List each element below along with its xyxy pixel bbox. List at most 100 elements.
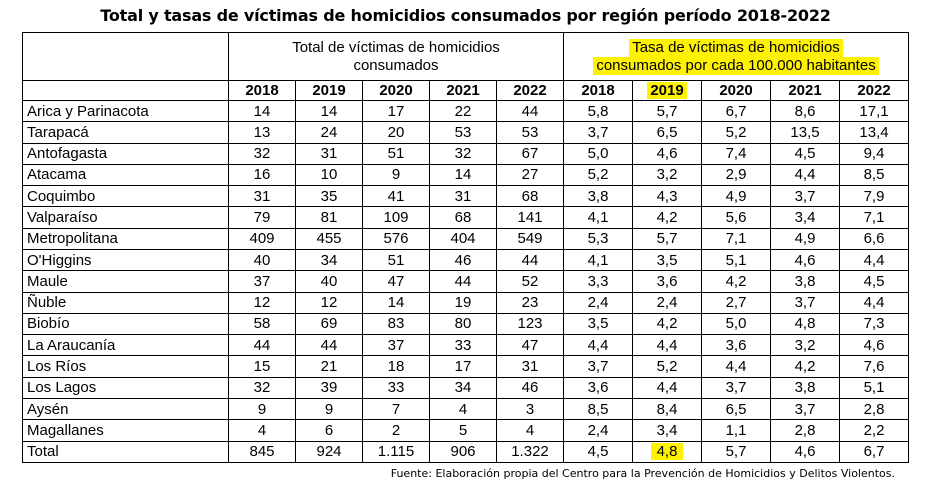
totals-year-header: 2022	[496, 80, 564, 101]
table-row: Biobío 58 69 83 80 123 3,5 4,2 5,0 4,8 7,3	[22, 312, 910, 336]
rates-year-2019-label: 2019	[647, 82, 687, 99]
rate-cell: 17,1	[838, 99, 910, 123]
total-victims-cell: 27	[496, 163, 564, 187]
rate-cell: 4,4	[838, 291, 910, 314]
rate-cell: 6,5	[701, 397, 771, 421]
rate-cell: 5,2	[701, 121, 771, 144]
table-row: Metropolitana 409 455 576 404 549 5,3 5,7 7,1 4,9…	[22, 227, 910, 250]
rate-cell: 9,4	[838, 142, 910, 165]
rate-cell: 4,8	[770, 312, 840, 336]
rate-cell: 5,3	[563, 227, 633, 250]
total-victims-cell: 22	[429, 99, 497, 123]
rate-cell: 7,6	[838, 355, 910, 378]
rate-cell: 5,2	[563, 163, 633, 187]
total-victims-cell: 53	[429, 121, 497, 144]
total-victims-cell: 31	[496, 355, 564, 378]
rate-cell: 4,2	[770, 355, 840, 378]
table-row: O'Higgins 40 34 51 46 44 4,1 3,5 5,1 4,6 4,4	[22, 248, 910, 272]
total-victims-cell: 12	[295, 291, 363, 314]
region-name-cell: Valparaíso	[22, 206, 229, 229]
rate-cell: 5,1	[701, 248, 771, 272]
region-name-cell: Aysén	[22, 397, 229, 421]
total-victims-cell: 52	[496, 270, 564, 293]
total-victims-cell: 33	[429, 334, 497, 357]
rates-group-header-line-2: consumados por cada 100.000 habitantes	[593, 56, 879, 75]
rate-cell: 3,5	[632, 248, 702, 272]
total-victims-cell: 16	[228, 163, 296, 187]
rate-cell: 4,1	[563, 248, 633, 272]
total-victims-cell: 24	[295, 121, 363, 144]
total-victims-cell: 9	[362, 163, 430, 187]
region-name-cell: Atacama	[22, 163, 229, 187]
total-victims-cell: 34	[429, 376, 497, 399]
rate-cell: 4,4	[701, 355, 771, 378]
rates-group-header: Tasa de víctimas de homicidios consumado…	[562, 32, 910, 81]
rate-cell: 7,1	[701, 227, 771, 250]
rate-cell: 3,7	[770, 291, 840, 314]
region-name-cell: Los Lagos	[22, 376, 229, 399]
total-victims-cell: 21	[295, 355, 363, 378]
rate-cell: 4,1	[563, 206, 633, 229]
total-victims-cell: 79	[228, 206, 296, 229]
rate-cell: 8,5	[563, 397, 633, 421]
table-row: Total 845 924 1.115 906 1.322 4,5 4,8 5,7 4,6 6,7	[22, 440, 910, 463]
rate-cell: 13,5	[770, 121, 840, 144]
rate-cell: 3,3	[563, 270, 633, 293]
rate-cell: 3,7	[563, 355, 633, 378]
total-victims-cell: 32	[228, 142, 296, 165]
total-victims-cell: 18	[362, 355, 430, 378]
rate-cell: 2,2	[838, 419, 910, 442]
rate-cell: 2,8	[770, 419, 840, 442]
total-victims-cell: 83	[362, 312, 430, 336]
region-name-cell: Tarapacá	[22, 121, 229, 144]
rate-cell: 4,4	[632, 376, 702, 399]
total-victims-cell: 40	[295, 270, 363, 293]
total-victims-cell: 906	[429, 440, 497, 463]
region-header-cell	[22, 32, 229, 81]
total-victims-cell: 51	[362, 248, 430, 272]
table-row: Aysén 9 9 7 4 3 8,5 8,4 6,5 3,7 2,8	[22, 397, 910, 421]
rate-cell: 3,2	[770, 334, 840, 357]
rate-cell: 4,2	[632, 312, 702, 336]
rate-cell: 6,6	[838, 227, 910, 250]
region-name-cell: O'Higgins	[22, 248, 229, 272]
total-victims-cell: 2	[362, 419, 430, 442]
rates-year-header-highlighted: 2019	[632, 80, 702, 101]
rate-cell: 2,4	[563, 291, 633, 314]
total-victims-cell: 17	[362, 99, 430, 123]
rate-cell: 7,1	[838, 206, 910, 229]
table-row: Tarapacá 13 24 20 53 53 3,7 6,5 5,2 13,5 13,4	[22, 121, 910, 144]
total-victims-cell: 14	[228, 99, 296, 123]
rate-cell: 5,7	[632, 227, 702, 250]
table-year-header-row: 2018 2019 2020 2021 2022 2018 2019 2020 …	[22, 80, 910, 101]
rate-cell: 1,1	[701, 419, 771, 442]
total-victims-cell: 9	[295, 397, 363, 421]
rates-year-header: 2018	[563, 80, 633, 101]
rates-group-header-line-1: Tasa de víctimas de homicidios	[629, 38, 843, 57]
rate-cell: 2,8	[838, 397, 910, 421]
rate-cell: 4,6	[770, 248, 840, 272]
rate-cell: 3,7	[770, 185, 840, 208]
rate-cell: 2,4	[563, 419, 633, 442]
rate-cell: 4,6	[632, 142, 702, 165]
table-row: Atacama 16 10 9 14 27 5,2 3,2 2,9 4,4 8,5	[22, 163, 910, 187]
total-victims-cell: 5	[429, 419, 497, 442]
total-victims-cell: 1.322	[496, 440, 564, 463]
rate-cell: 4,9	[701, 185, 771, 208]
total-victims-cell: 19	[429, 291, 497, 314]
region-name-cell: Biobío	[22, 312, 229, 336]
totals-group-header-line-2: consumados	[353, 56, 439, 74]
rate-cell: 5,7	[632, 99, 702, 123]
table-row: Los Ríos 15 21 18 17 31 3,7 5,2 4,4 4,2 7,6	[22, 355, 910, 378]
region-name-cell: Total	[22, 440, 229, 463]
rate-cell: 4,5	[770, 142, 840, 165]
rate-cell: 3,6	[563, 376, 633, 399]
totals-year-header: 2021	[429, 80, 497, 101]
region-year-header-cell	[22, 80, 229, 101]
total-victims-cell: 32	[429, 142, 497, 165]
total-victims-cell: 67	[496, 142, 564, 165]
total-victims-cell: 39	[295, 376, 363, 399]
total-victims-cell: 44	[295, 334, 363, 357]
total-victims-cell: 51	[362, 142, 430, 165]
total-victims-cell: 31	[295, 142, 363, 165]
